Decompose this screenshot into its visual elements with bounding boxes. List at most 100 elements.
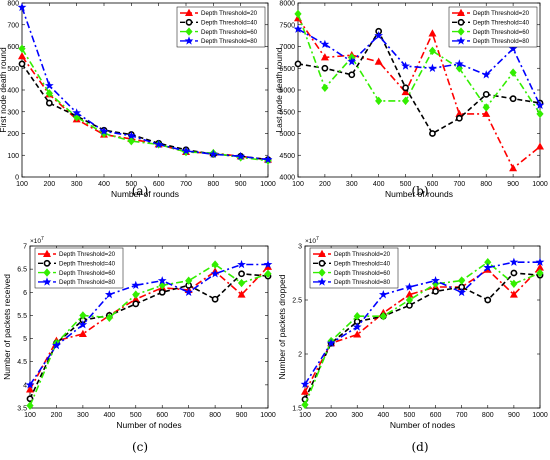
x-tick-label: 1000 — [260, 181, 276, 188]
y-tick-label: 5 — [23, 336, 27, 343]
data-point — [320, 39, 330, 49]
y-axis-label: Number of packets dropped — [277, 274, 287, 379]
series-dt60 — [26, 260, 272, 410]
y-tick-label: 4.5 — [17, 359, 27, 366]
y-axis-label: First node death round — [0, 47, 8, 133]
data-point — [17, 2, 27, 12]
x-tick-label: 400 — [103, 412, 115, 419]
data-point — [211, 260, 219, 269]
data-point — [45, 99, 53, 107]
data-point — [78, 320, 88, 329]
x-tick-label: 300 — [71, 181, 83, 188]
data-point — [326, 338, 336, 347]
legend-marker — [43, 268, 51, 277]
data-point — [78, 329, 87, 337]
series-line — [297, 13, 541, 115]
x-tick-label: 1000 — [532, 181, 548, 188]
legend: Depth Threshold=20 Depth Threshold=40 Dept… — [176, 6, 266, 48]
legend-marker — [456, 36, 466, 45]
y-tick-label: 6500 — [279, 66, 295, 73]
series-line — [297, 29, 541, 135]
x-tick-label: 500 — [125, 181, 137, 188]
data-point — [104, 290, 114, 299]
data-point — [353, 330, 362, 338]
x-tick-label: 200 — [51, 412, 63, 419]
y-tick-label: 6000 — [279, 88, 295, 95]
y-tick-label: 7000 — [279, 44, 295, 51]
y-tick-label: 2.5 — [292, 298, 302, 305]
data-point — [72, 108, 82, 117]
data-point — [509, 68, 517, 77]
series-line — [29, 263, 268, 386]
legend-label: Depth Threshold=80 — [59, 279, 116, 286]
data-point — [347, 57, 357, 66]
x-tick-label: 600 — [427, 181, 439, 188]
legend-label: Depth Threshold=60 — [334, 270, 391, 277]
legend-label: Depth Threshold=80 — [473, 38, 530, 45]
data-point — [154, 139, 164, 149]
x-axis-label: Number of nodes — [116, 420, 181, 430]
data-point — [428, 29, 437, 37]
y-tick-label: 5000 — [279, 131, 295, 138]
y-axis-label: Last node death round — [274, 47, 284, 132]
data-point — [401, 61, 410, 70]
chart-panel-4: 100 200 300 400 500 600 700 800 900 1000 1.5 2 2.5 3×… — [277, 236, 548, 454]
data-point — [321, 64, 329, 72]
x-axis-label: Number of nodes — [390, 420, 455, 430]
series-line — [29, 266, 269, 390]
legend-label: Depth Threshold=20 — [201, 10, 258, 17]
x-tick-label: 200 — [43, 181, 55, 188]
data-point — [510, 279, 518, 288]
y-tick-label: 200 — [7, 131, 19, 138]
x-tick-label: 100 — [292, 181, 304, 188]
data-point — [26, 395, 34, 403]
data-point — [132, 300, 140, 308]
legend-label: Depth Threshold=40 — [59, 261, 116, 268]
x-tick-label: 200 — [319, 181, 331, 188]
x-tick-label: 800 — [207, 181, 219, 188]
data-point — [455, 109, 464, 117]
y-axis-exponent: ×107 — [305, 236, 319, 245]
chart-panel-2: 100 200 300 400 500 600 700 800 900 1000 4000 4500 5… — [274, 1, 548, 200]
data-point — [126, 131, 136, 140]
data-point — [482, 90, 490, 98]
legend-label: Depth Threshold=80 — [334, 279, 391, 286]
y-tick-label: 4 — [23, 382, 27, 389]
data-point — [484, 258, 492, 267]
legend: Depth Threshold=20 Depth Threshold=40 Dept… — [309, 247, 399, 289]
data-point — [181, 146, 191, 155]
data-point — [127, 136, 135, 146]
data-point — [300, 379, 310, 388]
series-line — [29, 263, 269, 407]
data-point — [454, 59, 464, 68]
data-point — [401, 96, 410, 106]
data-point — [301, 400, 309, 409]
plot-frame — [29, 245, 269, 409]
data-point — [509, 164, 518, 172]
legend-marker — [457, 18, 465, 26]
legend-marker — [42, 277, 52, 286]
x-tick-label: 900 — [236, 412, 248, 419]
chart-panel-1: 100 200 300 400 500 600 700 800 900 1000010020030… — [0, 1, 276, 200]
data-point — [535, 100, 545, 109]
series-line — [297, 17, 541, 170]
y-tick-label: 0 — [15, 175, 19, 182]
x-tick-label: 500 — [400, 181, 412, 188]
x-axis-label: Number of rounds — [111, 189, 179, 199]
y-tick-label: 500 — [7, 66, 19, 73]
data-point — [45, 89, 53, 98]
series-line — [304, 261, 540, 385]
y-tick-label: 4000 — [279, 175, 295, 182]
legend-label: Depth Threshold=80 — [201, 38, 258, 45]
legend-marker — [457, 27, 465, 36]
legend-marker — [318, 249, 326, 257]
data-point — [536, 142, 544, 150]
data-point — [236, 151, 246, 161]
panel-caption: (a) — [132, 184, 149, 198]
data-point — [510, 269, 518, 277]
x-tick-label: 700 — [453, 181, 465, 188]
x-tick-label: 1000 — [532, 412, 548, 419]
data-point — [379, 312, 387, 321]
series-line — [304, 267, 541, 393]
data-point — [429, 130, 436, 137]
